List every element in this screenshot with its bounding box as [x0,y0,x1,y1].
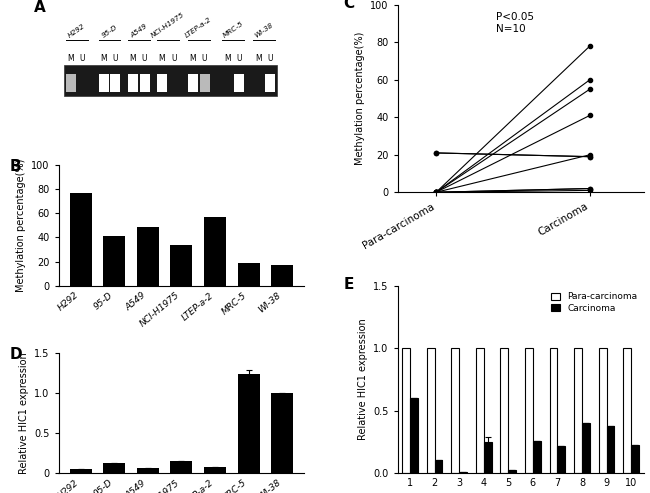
Text: U: U [80,54,85,63]
Text: H292: H292 [67,23,86,38]
Text: U: U [202,54,207,63]
Bar [525,349,533,473]
Text: NCI-H1975: NCI-H1975 [150,11,185,38]
Text: U: U [112,54,118,63]
Bar [66,74,76,92]
Text: WI-38: WI-38 [254,22,274,38]
Y-axis label: Relative HIC1 expression: Relative HIC1 expression [19,352,29,474]
Y-axis label: Relative HIC1 expression: Relative HIC1 expression [358,319,368,440]
Bar [484,442,491,473]
Bar [238,374,259,473]
Text: M: M [159,54,165,63]
Bar [623,349,631,473]
Bar [265,74,275,92]
Bar [574,349,582,473]
Text: LTEP-a-2: LTEP-a-2 [185,16,213,38]
Text: MRC-5: MRC-5 [222,20,244,38]
Bar [170,245,192,286]
Bar [410,398,418,473]
Bar [451,349,459,473]
Text: E: E [344,277,354,291]
Bar [435,459,443,473]
Legend: Para-carcinoma, Carcinoma: Para-carcinoma, Carcinoma [549,290,639,315]
Bar [459,472,467,473]
Bar [64,65,277,96]
Text: M: M [224,54,231,63]
Text: M: M [129,54,136,63]
Text: P<0.05
N=10: P<0.05 N=10 [496,12,534,34]
Bar [550,349,558,473]
Text: U: U [237,54,242,63]
Bar [500,349,508,473]
Text: M: M [255,54,262,63]
Text: 95-D: 95-D [101,24,118,38]
Text: U: U [142,54,148,63]
Bar [558,446,566,473]
Bar [508,469,516,473]
Text: M: M [100,54,107,63]
Bar [200,74,209,92]
Bar [238,263,259,286]
Bar [234,74,244,92]
Bar [533,441,541,473]
Bar [599,349,606,473]
Text: A: A [34,0,46,15]
Bar [476,349,484,473]
Y-axis label: Methylation percentage(%): Methylation percentage(%) [16,159,25,292]
Text: M: M [189,54,196,63]
Bar [140,74,150,92]
Text: D: D [9,347,22,361]
Bar [111,74,120,92]
Text: M: M [68,54,74,63]
Bar [103,463,125,473]
Y-axis label: Methylation percentage(%): Methylation percentage(%) [355,32,365,165]
Bar [426,349,435,473]
Text: B: B [9,159,21,174]
Bar [271,265,293,286]
Bar [204,467,226,473]
Bar [188,74,198,92]
Bar [402,349,410,473]
Bar [170,461,192,473]
Bar [204,217,226,286]
Text: C: C [344,0,355,10]
Bar [157,74,167,92]
Bar [271,393,293,473]
Text: U: U [267,54,273,63]
Bar [70,469,92,473]
Bar [103,236,125,286]
Bar [582,423,590,473]
Bar [631,445,639,473]
Bar [99,74,109,92]
Bar [606,426,614,473]
Text: U: U [171,54,176,63]
Text: A549: A549 [129,23,148,38]
Bar [137,468,159,473]
Bar [70,193,92,286]
Bar [137,227,159,286]
Bar [127,74,138,92]
